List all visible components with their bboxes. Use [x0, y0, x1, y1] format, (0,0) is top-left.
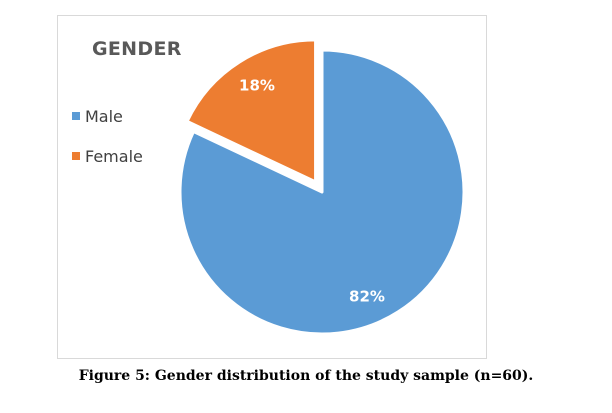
legend-item-male: Male: [72, 106, 123, 126]
legend-label-female: Female: [85, 146, 143, 166]
pie-slice-female: [185, 38, 318, 184]
legend-swatch-female: [72, 152, 80, 160]
pie-chart: 82% 18%: [178, 38, 466, 336]
data-label-male: 82%: [349, 288, 385, 306]
legend-swatch-male: [72, 112, 80, 120]
legend-label-male: Male: [85, 106, 123, 126]
data-label-female: 18%: [239, 77, 275, 95]
chart-frame: GENDER Male Female 82% 18%: [57, 15, 487, 359]
figure-caption: Figure 5: Gender distribution of the stu…: [78, 368, 534, 384]
pie-slice-male: [178, 48, 466, 336]
legend-item-female: Female: [72, 146, 143, 166]
chart-title: GENDER: [92, 38, 182, 60]
